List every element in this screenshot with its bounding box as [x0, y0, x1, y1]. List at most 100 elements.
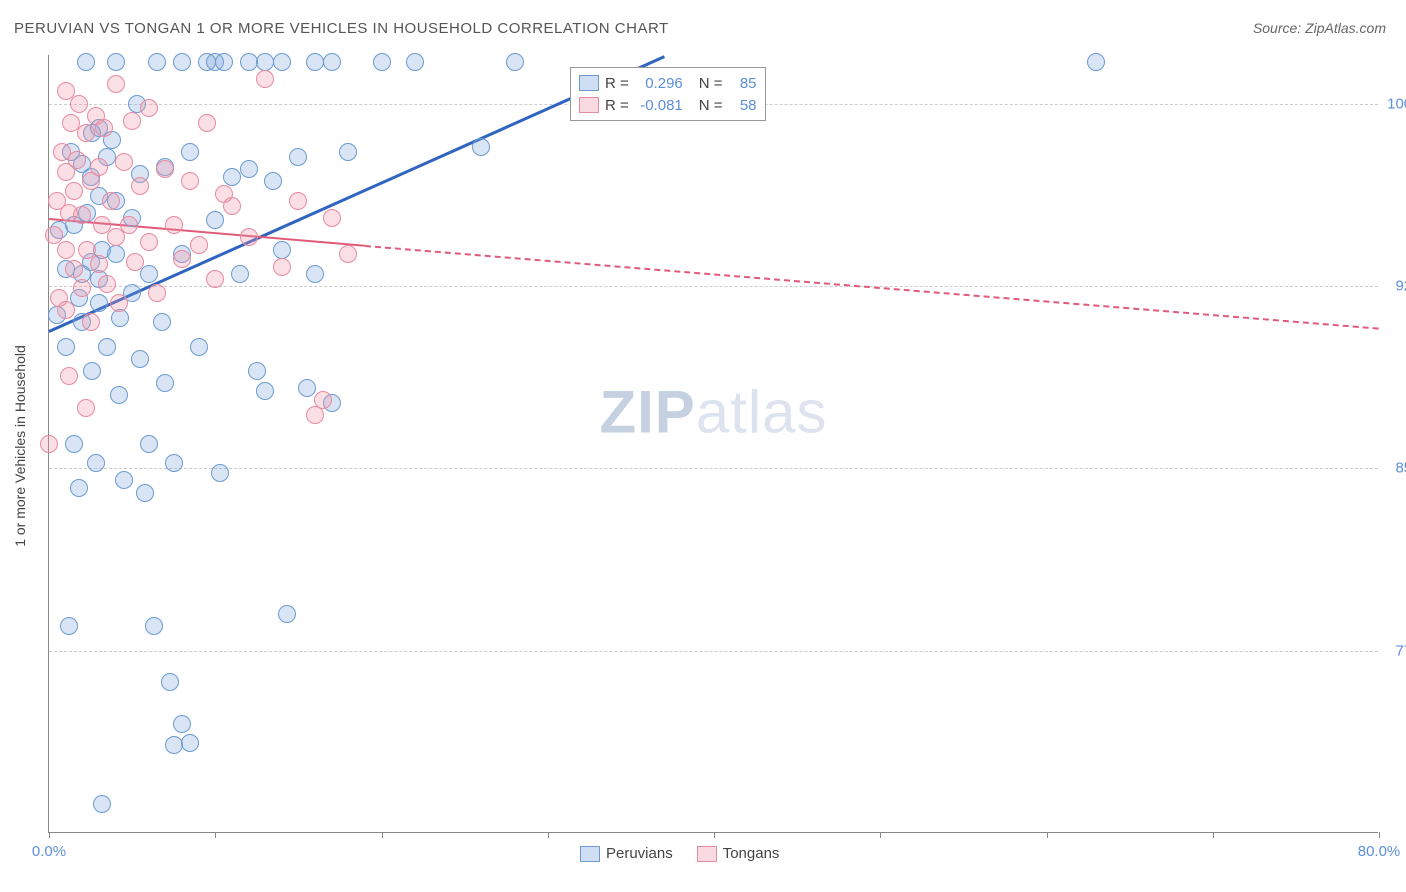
scatter-point	[248, 362, 266, 380]
scatter-point	[110, 386, 128, 404]
scatter-point	[120, 216, 138, 234]
legend-swatch	[579, 75, 599, 91]
scatter-point	[306, 265, 324, 283]
scatter-point	[136, 484, 154, 502]
scatter-point	[93, 795, 111, 813]
scatter-point	[90, 158, 108, 176]
scatter-point	[190, 236, 208, 254]
x-tick	[215, 832, 216, 838]
scatter-point	[107, 75, 125, 93]
scatter-point	[153, 313, 171, 331]
scatter-point	[181, 143, 199, 161]
scatter-point	[77, 399, 95, 417]
x-tick	[1047, 832, 1048, 838]
scatter-point	[323, 209, 341, 227]
scatter-point	[57, 241, 75, 259]
scatter-point	[145, 617, 163, 635]
x-tick	[548, 832, 549, 838]
scatter-point	[406, 53, 424, 71]
n-value: 85	[729, 75, 757, 92]
legend-label: Tongans	[723, 845, 780, 862]
scatter-point	[306, 53, 324, 71]
y-tick-label: 92.5%	[1383, 277, 1406, 294]
scatter-point	[298, 379, 316, 397]
scatter-point	[77, 53, 95, 71]
scatter-point	[123, 112, 141, 130]
scatter-point	[273, 241, 291, 259]
scatter-point	[77, 124, 95, 142]
scatter-point	[373, 53, 391, 71]
legend-row: R = 0.296 N = 85	[579, 72, 757, 94]
scatter-point	[140, 265, 158, 283]
r-value: -0.081	[635, 97, 683, 114]
scatter-point	[60, 367, 78, 385]
chart-title: PERUVIAN VS TONGAN 1 OR MORE VEHICLES IN…	[14, 20, 669, 37]
scatter-point	[339, 245, 357, 263]
legend-swatch	[579, 97, 599, 113]
x-tick	[880, 832, 881, 838]
scatter-point	[73, 206, 91, 224]
scatter-point	[339, 143, 357, 161]
n-label: N =	[699, 75, 723, 92]
r-label: R =	[605, 75, 629, 92]
scatter-point	[240, 160, 258, 178]
scatter-point	[161, 673, 179, 691]
legend-swatch	[580, 846, 600, 862]
gridline	[49, 468, 1378, 469]
gridline	[49, 286, 1378, 287]
scatter-point	[314, 391, 332, 409]
scatter-point	[256, 382, 274, 400]
y-axis-label: 1 or more Vehicles in Household	[12, 345, 28, 547]
scatter-point	[472, 138, 490, 156]
scatter-point	[57, 338, 75, 356]
scatter-point	[65, 435, 83, 453]
scatter-point	[40, 435, 58, 453]
x-tick	[714, 832, 715, 838]
x-tick	[1213, 832, 1214, 838]
scatter-point	[173, 250, 191, 268]
scatter-point	[95, 119, 113, 137]
scatter-point	[131, 177, 149, 195]
legend-swatch	[697, 846, 717, 862]
scatter-point	[60, 617, 78, 635]
x-tick-label: 80.0%	[1358, 843, 1401, 860]
scatter-point	[173, 53, 191, 71]
n-value: 58	[729, 97, 757, 114]
scatter-point	[206, 211, 224, 229]
y-tick-label: 77.5%	[1383, 642, 1406, 659]
r-value: 0.296	[635, 75, 683, 92]
scatter-point	[65, 182, 83, 200]
scatter-point	[65, 260, 83, 278]
scatter-point	[211, 464, 229, 482]
scatter-point	[181, 734, 199, 752]
scatter-point	[190, 338, 208, 356]
scatter-point	[165, 736, 183, 754]
scatter-point	[1087, 53, 1105, 71]
scatter-point	[115, 471, 133, 489]
scatter-point	[148, 284, 166, 302]
scatter-plot: ZIPatlas 77.5%85.0%92.5%100.0%0.0%80.0%	[48, 55, 1378, 833]
r-label: R =	[605, 97, 629, 114]
scatter-point	[87, 454, 105, 472]
scatter-point	[323, 53, 341, 71]
scatter-point	[273, 258, 291, 276]
scatter-point	[223, 197, 241, 215]
scatter-point	[278, 605, 296, 623]
scatter-point	[240, 228, 258, 246]
scatter-point	[115, 153, 133, 171]
n-label: N =	[699, 97, 723, 114]
scatter-point	[156, 374, 174, 392]
scatter-point	[165, 454, 183, 472]
x-tick	[49, 832, 50, 838]
scatter-point	[223, 168, 241, 186]
scatter-point	[98, 275, 116, 293]
legend-label: Peruvians	[606, 845, 673, 862]
scatter-point	[156, 160, 174, 178]
gridline	[49, 651, 1378, 652]
scatter-point	[70, 95, 88, 113]
scatter-point	[107, 53, 125, 71]
scatter-point	[148, 53, 166, 71]
scatter-point	[140, 99, 158, 117]
scatter-point	[173, 715, 191, 733]
scatter-point	[289, 148, 307, 166]
